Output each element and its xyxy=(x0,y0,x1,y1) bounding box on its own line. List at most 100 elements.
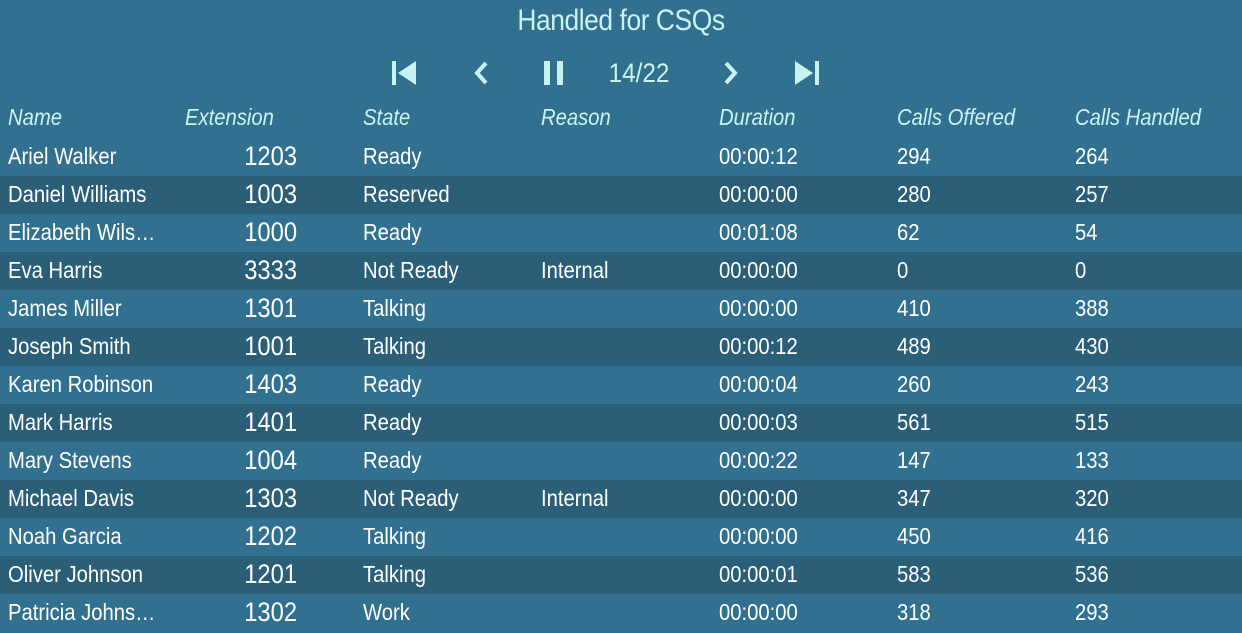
page-indicator: 14/22 xyxy=(608,58,670,88)
skip-last-icon xyxy=(795,61,819,85)
extension: 1003 xyxy=(244,179,297,209)
table-row: Patricia Johns… 1302 Work 00:00:00 318 293 xyxy=(0,594,1242,632)
table-row: Ariel Walker 1203 Ready 00:00:12 294 264 xyxy=(0,138,1242,176)
state: Reserved xyxy=(363,181,450,207)
column-header-state[interactable]: State xyxy=(363,104,411,130)
state: Talking xyxy=(363,523,427,549)
duration: 00:00:00 xyxy=(719,523,798,549)
pause-button[interactable] xyxy=(538,56,570,90)
duration: 00:00:12 xyxy=(719,143,798,169)
table-row: James Miller 1301 Talking 00:00:00 410 388 xyxy=(0,290,1242,328)
calls-handled: 416 xyxy=(1075,523,1109,549)
skip-first-icon xyxy=(392,61,416,85)
calls-handled: 430 xyxy=(1075,333,1109,359)
table-row: Karen Robinson 1403 Ready 00:00:04 260 243 xyxy=(0,366,1242,404)
reason: Internal xyxy=(541,485,609,511)
extension: 1301 xyxy=(244,293,297,323)
table-row: Michael Davis 1303 Not Ready Internal 00:00:… xyxy=(0,480,1242,518)
calls-offered: 583 xyxy=(897,561,931,587)
duration: 00:00:00 xyxy=(719,257,798,283)
agent-name: Patricia Johns… xyxy=(8,599,156,625)
calls-offered: 62 xyxy=(897,219,920,245)
table-header: Name Extension State Reason Duration Cal… xyxy=(0,100,1242,136)
pager: 14/22 xyxy=(0,56,1242,90)
calls-offered: 561 xyxy=(897,409,931,435)
agent-name: Mary Stevens xyxy=(8,447,132,473)
agent-name: James Miller xyxy=(8,295,122,321)
state: Talking xyxy=(363,333,427,359)
page-title: Handled for CSQs xyxy=(517,4,725,37)
duration: 00:00:04 xyxy=(719,371,798,397)
table-row: Oliver Johnson 1201 Talking 00:00:01 583 536 xyxy=(0,556,1242,594)
calls-handled: 293 xyxy=(1075,599,1109,625)
agent-name: Karen Robinson xyxy=(8,371,154,397)
extension: 1403 xyxy=(244,369,297,399)
duration: 00:01:08 xyxy=(719,219,798,245)
extension: 1000 xyxy=(244,217,297,247)
duration: 00:00:12 xyxy=(719,333,798,359)
table-row: Joseph Smith 1001 Talking 00:00:12 489 430 xyxy=(0,328,1242,366)
previous-page-button[interactable] xyxy=(466,56,496,90)
extension: 1004 xyxy=(244,445,297,475)
calls-handled: 243 xyxy=(1075,371,1109,397)
column-header-name[interactable]: Name xyxy=(8,104,62,130)
calls-offered: 0 xyxy=(897,257,909,283)
agent-name: Michael Davis xyxy=(8,485,134,511)
table-row: Mark Harris 1401 Ready 00:00:03 561 515 xyxy=(0,404,1242,442)
calls-offered: 450 xyxy=(897,523,931,549)
reason: Internal xyxy=(541,257,609,283)
state: Ready xyxy=(363,371,422,397)
agent-name: Daniel Williams xyxy=(8,181,147,207)
extension: 1302 xyxy=(244,597,297,627)
next-page-button[interactable] xyxy=(716,56,746,90)
agent-name: Joseph Smith xyxy=(8,333,131,359)
extension: 1303 xyxy=(244,483,297,513)
state: Not Ready xyxy=(363,257,459,283)
extension: 1202 xyxy=(244,521,297,551)
state: Not Ready xyxy=(363,485,459,511)
calls-handled: 388 xyxy=(1075,295,1109,321)
state: Ready xyxy=(363,143,422,169)
calls-offered: 147 xyxy=(897,447,931,473)
calls-offered: 410 xyxy=(897,295,931,321)
calls-offered: 294 xyxy=(897,143,931,169)
calls-handled: 515 xyxy=(1075,409,1109,435)
calls-handled: 264 xyxy=(1075,143,1109,169)
column-header-extension[interactable]: Extension xyxy=(185,104,274,130)
agent-table: Ariel Walker 1203 Ready 00:00:12 294 264 Danie… xyxy=(0,138,1242,632)
table-row: Elizabeth Wils… 1000 Ready 00:01:08 62 54 xyxy=(0,214,1242,252)
calls-offered: 280 xyxy=(897,181,931,207)
first-page-button[interactable] xyxy=(388,56,420,90)
agent-name: Eva Harris xyxy=(8,257,103,283)
column-header-reason[interactable]: Reason xyxy=(541,104,611,130)
duration: 00:00:00 xyxy=(719,181,798,207)
calls-offered: 489 xyxy=(897,333,931,359)
calls-handled: 257 xyxy=(1075,181,1109,207)
extension: 1001 xyxy=(244,331,297,361)
extension: 3333 xyxy=(244,255,297,285)
extension: 1401 xyxy=(244,407,297,437)
calls-offered: 260 xyxy=(897,371,931,397)
agent-name: Mark Harris xyxy=(8,409,113,435)
pause-icon xyxy=(544,61,563,85)
column-header-calls-offered[interactable]: Calls Offered xyxy=(897,104,1016,130)
column-header-duration[interactable]: Duration xyxy=(719,104,796,130)
duration: 00:00:03 xyxy=(719,409,798,435)
last-page-button[interactable] xyxy=(791,56,823,90)
duration: 00:00:01 xyxy=(719,561,798,587)
duration: 00:00:00 xyxy=(719,295,798,321)
agent-name: Oliver Johnson xyxy=(8,561,144,587)
calls-handled: 0 xyxy=(1075,257,1087,283)
extension: 1203 xyxy=(244,141,297,171)
table-row: Noah Garcia 1202 Talking 00:00:00 450 416 xyxy=(0,518,1242,556)
chevron-right-icon xyxy=(724,61,738,85)
column-header-calls-handled[interactable]: Calls Handled xyxy=(1075,104,1202,130)
calls-offered: 318 xyxy=(897,599,931,625)
agent-name: Ariel Walker xyxy=(8,143,117,169)
chevron-left-icon xyxy=(474,61,488,85)
table-row: Eva Harris 3333 Not Ready Internal 00:00:00 0… xyxy=(0,252,1242,290)
calls-handled: 133 xyxy=(1075,447,1109,473)
state: Talking xyxy=(363,561,427,587)
calls-handled: 320 xyxy=(1075,485,1109,511)
duration: 00:00:00 xyxy=(719,485,798,511)
